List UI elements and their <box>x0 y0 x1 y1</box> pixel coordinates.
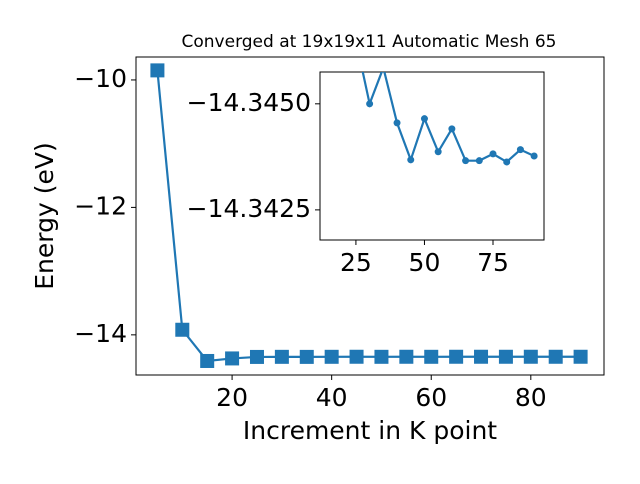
marker <box>474 349 489 364</box>
x-tick-label: 60 <box>415 383 447 412</box>
marker <box>498 349 513 364</box>
y-tick-label: −12 <box>74 191 127 220</box>
marker <box>523 349 538 364</box>
y-tick-label: −14.3425 <box>187 194 311 223</box>
marker <box>374 349 389 364</box>
y-tick-label: −14 <box>74 319 127 348</box>
marker <box>299 349 314 364</box>
marker <box>175 322 190 337</box>
marker <box>573 349 588 364</box>
x-tick-label: 40 <box>316 383 348 412</box>
marker <box>503 158 511 166</box>
marker <box>475 157 483 165</box>
marker <box>274 349 289 364</box>
y-tick-label: −14.3450 <box>187 88 311 117</box>
marker <box>407 156 415 164</box>
x-tick-label: 20 <box>216 383 248 412</box>
marker <box>324 349 339 364</box>
marker <box>393 119 401 127</box>
x-tick-label: 50 <box>409 248 441 277</box>
chart-title: Converged at 19x19x11 Automatic Mesh 65 <box>182 32 557 52</box>
marker <box>349 349 364 364</box>
marker <box>548 349 563 364</box>
plot-area <box>319 71 545 241</box>
x-tick-label: 25 <box>340 248 372 277</box>
marker <box>462 157 470 165</box>
plot-group <box>150 63 588 368</box>
marker <box>200 353 215 368</box>
marker <box>449 349 464 364</box>
marker <box>399 349 414 364</box>
marker <box>249 349 264 364</box>
x-tick-label: 75 <box>477 248 509 277</box>
marker <box>448 125 456 133</box>
marker <box>516 146 524 154</box>
marker <box>434 148 442 156</box>
x-axis-label: Increment in K point <box>243 416 497 445</box>
marker <box>225 351 240 366</box>
marker <box>366 100 374 108</box>
marker <box>424 349 439 364</box>
plot-group <box>361 72 538 166</box>
marker <box>150 63 165 78</box>
x-tick-label: 80 <box>515 383 547 412</box>
y-tick-label: −10 <box>74 64 127 93</box>
marker <box>420 115 428 123</box>
y-axis-label: Energy (eV) <box>30 142 59 289</box>
marker <box>489 150 497 158</box>
marker <box>530 152 538 160</box>
